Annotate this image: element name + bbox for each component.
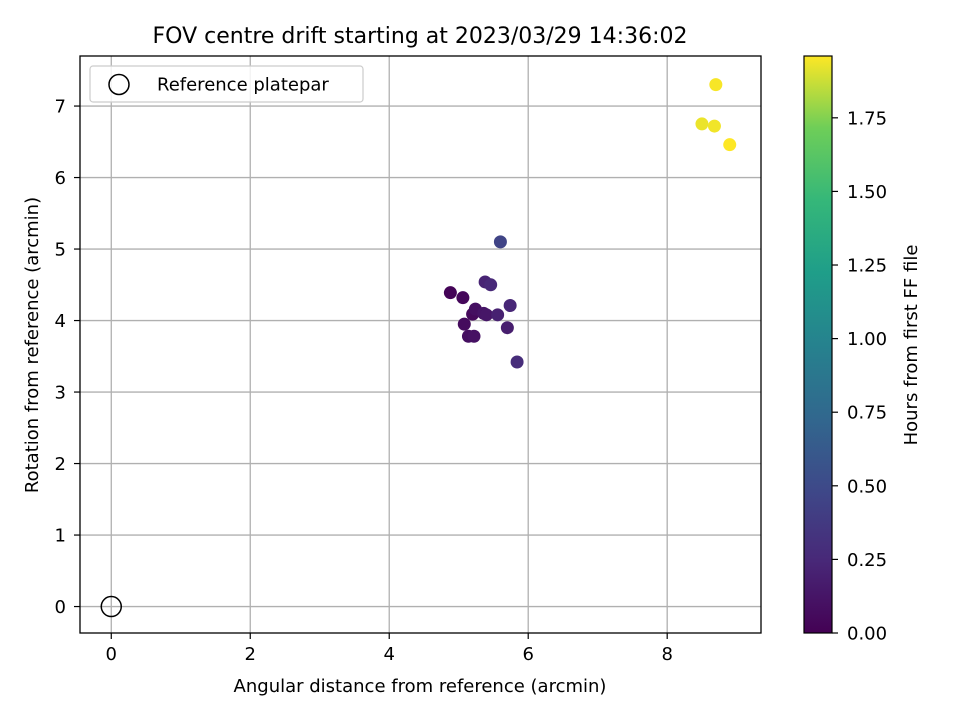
colorbar-tick-label: 1.00 (847, 329, 887, 350)
y-tick-label: 5 (55, 240, 66, 261)
plot-frame (79, 55, 762, 634)
x-tick-label: 4 (384, 644, 395, 665)
x-axis-ticks: 0 2 4 6 8 (106, 633, 673, 665)
y-tick-label: 2 (55, 454, 66, 475)
data-point (500, 321, 514, 335)
reference-marker-layer (100, 595, 123, 618)
colorbar-tick-label: 1.25 (847, 256, 887, 277)
data-point (467, 329, 481, 343)
data-point (493, 235, 507, 249)
colorbar (803, 55, 833, 634)
data-point (484, 278, 498, 292)
x-tick-label: 6 (522, 644, 533, 665)
chart-title: FOV centre drift starting at 2023/03/29 … (153, 24, 688, 49)
y-axis-ticks: 0 1 2 3 4 5 6 7 (55, 97, 80, 618)
x-tick-label: 0 (106, 644, 117, 665)
y-tick-label: 3 (55, 383, 66, 404)
colorbar-tick-label: 0.50 (847, 476, 887, 497)
data-points (443, 78, 737, 369)
data-point (709, 78, 723, 92)
grid-lines (80, 56, 761, 633)
colorbar-ticks: 0.00 0.25 0.50 0.75 1.00 1.25 1.50 1.75 (832, 108, 887, 645)
legend: Reference platepar (89, 65, 364, 103)
data-point (443, 286, 457, 300)
y-tick-label: 0 (55, 597, 66, 618)
colorbar-tick-label: 0.25 (847, 550, 887, 571)
reference-platepar-marker (100, 595, 123, 618)
y-tick-label: 1 (55, 526, 66, 547)
data-point (456, 291, 470, 305)
x-axis-label: Angular distance from reference (arcmin) (234, 676, 607, 697)
colorbar-tick-label: 1.75 (847, 108, 887, 129)
colorbar-tick-label: 1.50 (847, 182, 887, 203)
data-point (491, 308, 505, 322)
data-point (707, 119, 721, 133)
data-point (480, 308, 494, 322)
colorbar-tick-label: 0.00 (847, 624, 887, 645)
legend-marker-reference (108, 73, 130, 96)
legend-entry-reference: Reference platepar (157, 75, 329, 96)
colorbar-tick-label: 0.75 (847, 403, 887, 424)
data-point (457, 317, 471, 331)
y-tick-label: 6 (55, 168, 66, 189)
data-point (510, 355, 524, 369)
x-tick-label: 8 (661, 644, 672, 665)
y-axis-label: Rotation from reference (arcmin) (22, 197, 43, 493)
x-tick-label: 2 (245, 644, 256, 665)
data-point (503, 299, 517, 313)
data-point (695, 117, 709, 131)
legend-box (89, 65, 364, 103)
data-point (723, 138, 737, 152)
colorbar-label: Hours from first FF file (901, 245, 922, 446)
y-tick-label: 4 (55, 311, 66, 332)
y-tick-label: 7 (55, 97, 66, 118)
